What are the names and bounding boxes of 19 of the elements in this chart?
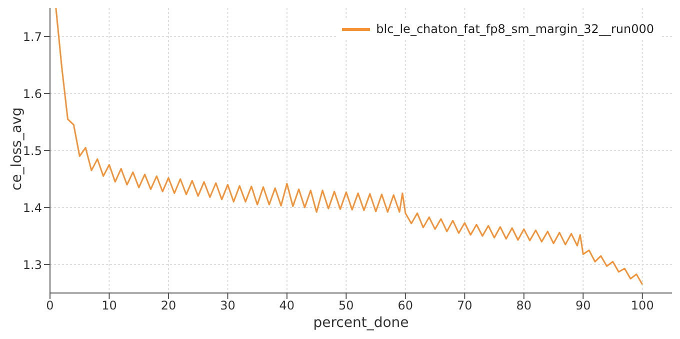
x-tick-label: 70	[457, 298, 472, 313]
y-axis-title: ce_loss_avg	[8, 107, 25, 190]
x-tick-label: 20	[160, 298, 176, 313]
x-tick-label: 90	[576, 298, 591, 313]
x-tick-label: 30	[220, 298, 236, 313]
legend-label: blc_le_chaton_fat_fp8_sm_margin_32__run000	[376, 22, 654, 36]
y-tick-label: 1.6	[22, 86, 42, 101]
x-tick-label: 0	[46, 298, 54, 313]
x-tick-label: 40	[279, 298, 295, 313]
x-tick-label: 10	[102, 298, 117, 313]
y-tick-label: 1.5	[22, 144, 42, 158]
x-tick-label: 80	[516, 298, 532, 313]
x-tick-label: 60	[398, 298, 414, 313]
y-tick-label: 1.4	[22, 200, 42, 215]
y-tick-label: 1.7	[22, 30, 42, 44]
y-tick-label: 1.3	[22, 258, 42, 272]
x-tick-label: 100	[630, 298, 654, 313]
x-tick-label: 50	[338, 298, 354, 313]
x-axis-title: percent_done	[313, 315, 409, 331]
